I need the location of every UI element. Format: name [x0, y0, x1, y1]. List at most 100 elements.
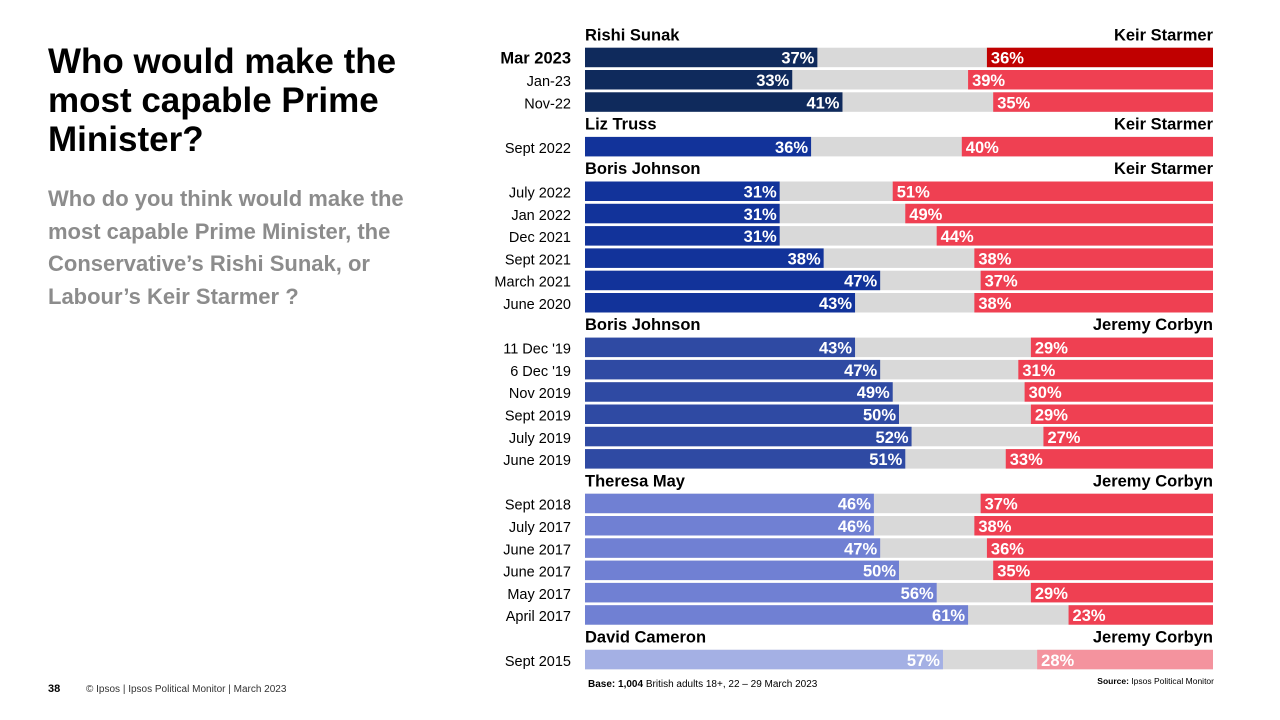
left-leader-label: Rishi Sunak [585, 26, 680, 44]
source-text: Ipsos Political Monitor [1128, 676, 1214, 686]
left-value-label: 31% [744, 184, 777, 202]
right-value-label: 29% [1035, 585, 1068, 603]
left-value-label: 46% [838, 496, 871, 514]
row-label: Nov-22 [524, 96, 571, 112]
row-label: Mar 2023 [500, 50, 571, 68]
right-leader-label: Jeremy Corbyn [1093, 472, 1213, 490]
left-bar [585, 582, 937, 603]
left-bar [585, 337, 856, 358]
left-value-label: 37% [781, 50, 814, 68]
row-label: Dec 2021 [509, 230, 571, 246]
left-value-label: 49% [857, 384, 890, 402]
right-value-label: 44% [941, 228, 974, 246]
right-bar [1030, 337, 1213, 358]
right-bar [892, 181, 1213, 201]
left-bar [585, 538, 881, 558]
left-value-label: 61% [932, 607, 965, 625]
right-bar [1024, 382, 1213, 402]
left-bar [585, 493, 874, 514]
right-bar [980, 493, 1213, 514]
left-bar [585, 359, 881, 380]
left-value-label: 41% [806, 94, 839, 112]
right-bar [974, 293, 1213, 313]
right-bar [1068, 605, 1213, 625]
left-bar [585, 426, 912, 447]
right-leader-label: Keir Starmer [1114, 116, 1214, 134]
left-value-label: 56% [901, 585, 934, 603]
left-bar [585, 516, 874, 536]
left-bar [585, 404, 899, 424]
row-label: 6 Dec '19 [510, 364, 571, 380]
right-bar [905, 203, 1213, 224]
row-label: March 2021 [494, 275, 571, 291]
left-value-label: 57% [907, 652, 940, 670]
right-bar [1037, 649, 1213, 670]
row-label: June 2019 [503, 453, 571, 469]
right-bar [986, 47, 1213, 68]
row-label: April 2017 [506, 609, 571, 625]
right-bar [961, 136, 1213, 157]
row-label: Sept 2021 [505, 252, 571, 268]
left-bar [585, 92, 843, 112]
right-bar [974, 248, 1213, 268]
right-bar [1030, 582, 1213, 603]
row-label: Jan 2022 [511, 208, 571, 224]
row-label: June 2017 [503, 565, 571, 581]
right-leader-label: Jeremy Corbyn [1093, 628, 1213, 646]
right-leader-label: Keir Starmer [1114, 160, 1214, 178]
base-label: Base: [588, 679, 616, 690]
row-label: 11 Dec '19 [503, 342, 571, 358]
left-value-label: 47% [844, 362, 877, 380]
right-value-label: 28% [1041, 652, 1074, 670]
base-note: Base: 1,004 British adults 18+, 22 – 29 … [588, 679, 817, 690]
left-bar [585, 649, 943, 670]
row-label: July 2017 [509, 520, 571, 536]
left-value-label: 51% [869, 451, 902, 469]
right-value-label: 40% [966, 139, 999, 157]
row-label: Sept 2015 [505, 654, 571, 670]
row-label: June 2017 [503, 542, 571, 558]
left-leader-label: Boris Johnson [585, 160, 701, 178]
right-value-label: 36% [991, 540, 1024, 558]
right-value-label: 27% [1047, 429, 1080, 447]
left-bar [585, 181, 780, 201]
left-value-label: 31% [744, 206, 777, 224]
left-bar [585, 270, 881, 291]
right-bar [1030, 404, 1213, 424]
right-value-label: 33% [1010, 451, 1043, 469]
left-value-label: 50% [863, 407, 896, 425]
left-value-label: 43% [819, 295, 852, 313]
page-number: 38 [48, 683, 61, 695]
left-leader-label: Theresa May [585, 472, 686, 490]
question-text: Who do you think would make the most cap… [48, 186, 404, 309]
right-bar [974, 516, 1213, 536]
right-value-label: 23% [1073, 607, 1106, 625]
right-value-label: 35% [997, 94, 1030, 112]
left-bar [585, 226, 780, 246]
right-value-label: 29% [1035, 407, 1068, 425]
right-value-label: 29% [1035, 340, 1068, 358]
left-value-label: 47% [844, 273, 877, 291]
row-label: June 2020 [503, 297, 571, 313]
right-value-label: 38% [978, 250, 1011, 268]
left-bar [585, 203, 780, 224]
left-bar [585, 70, 793, 90]
right-value-label: 51% [897, 184, 930, 202]
left-bar [585, 248, 824, 268]
left-value-label: 38% [788, 250, 821, 268]
source-note: Source: Ipsos Political Monitor [1097, 676, 1214, 686]
row-label: Sept 2022 [505, 141, 571, 157]
left-value-label: 43% [819, 340, 852, 358]
left-bar [585, 47, 818, 68]
row-label: July 2019 [509, 431, 571, 447]
left-bar [585, 605, 969, 625]
right-bar [1043, 426, 1213, 447]
right-value-label: 35% [997, 563, 1030, 581]
left-value-label: 36% [775, 139, 808, 157]
row-label: Jan-23 [527, 74, 571, 90]
row-label: Nov 2019 [509, 386, 571, 402]
left-bar [585, 382, 893, 402]
right-value-label: 31% [1022, 362, 1055, 380]
row-label: May 2017 [507, 587, 571, 603]
right-value-label: 30% [1029, 384, 1062, 402]
